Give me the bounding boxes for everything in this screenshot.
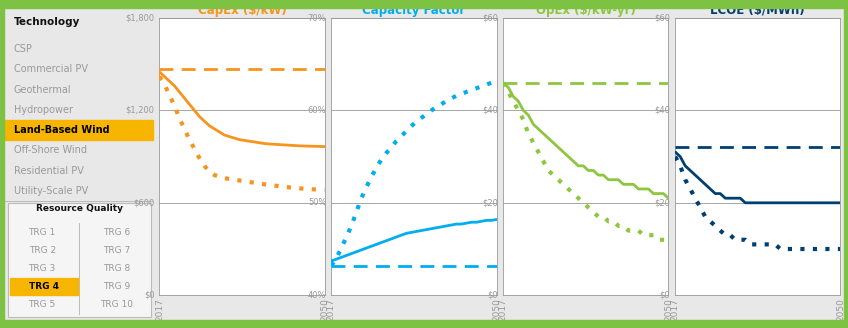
Text: 50%: 50%	[308, 198, 326, 207]
Text: Hydropower: Hydropower	[14, 105, 73, 115]
Text: $0: $0	[488, 291, 499, 300]
Text: $60: $60	[483, 13, 499, 23]
Text: 40%: 40%	[308, 291, 326, 300]
Text: Low: Low	[332, 186, 350, 195]
Text: TRG 6: TRG 6	[103, 228, 130, 236]
Text: CSP: CSP	[14, 44, 33, 54]
Text: Land-Based Wind: Land-Based Wind	[14, 125, 109, 135]
Text: $1,800: $1,800	[126, 13, 154, 23]
Title: Capacity Factor: Capacity Factor	[362, 4, 466, 17]
Text: 70%: 70%	[308, 13, 326, 23]
Text: TRG 1: TRG 1	[29, 228, 56, 236]
Text: $0: $0	[144, 291, 154, 300]
Text: TRG 8: TRG 8	[103, 264, 130, 273]
Text: $600: $600	[133, 198, 154, 207]
Text: TRG 7: TRG 7	[103, 246, 130, 255]
Text: Resource Quality: Resource Quality	[36, 204, 123, 213]
Text: $0: $0	[660, 291, 670, 300]
Text: Geothermal: Geothermal	[14, 85, 71, 94]
Text: TRG 10: TRG 10	[100, 300, 133, 309]
Text: TRG 4: TRG 4	[29, 282, 59, 291]
Title: LCOE ($/MWh): LCOE ($/MWh)	[711, 4, 805, 17]
Text: Mid: Mid	[332, 142, 349, 151]
Text: Constant: Constant	[332, 64, 373, 73]
Text: Utility-Scale PV: Utility-Scale PV	[14, 186, 88, 196]
Text: Commercial PV: Commercial PV	[14, 64, 88, 74]
Text: 60%: 60%	[308, 106, 326, 115]
Title: CapEx ($/kW): CapEx ($/kW)	[198, 4, 287, 17]
Text: Residential PV: Residential PV	[14, 166, 84, 176]
Bar	[8, 203, 151, 317]
Bar	[9, 278, 78, 295]
Title: OpEx ($/kW-yr): OpEx ($/kW-yr)	[536, 4, 636, 17]
Text: $1,200: $1,200	[126, 106, 154, 115]
Text: TRG 5: TRG 5	[29, 300, 56, 309]
Text: $60: $60	[655, 13, 670, 23]
Text: $40: $40	[483, 106, 499, 115]
Text: Technology: Technology	[14, 17, 81, 27]
Text: TRG 2: TRG 2	[29, 246, 56, 255]
Text: $20: $20	[655, 198, 670, 207]
Text: Off-Shore Wind: Off-Shore Wind	[14, 145, 87, 155]
Text: TRG 3: TRG 3	[29, 264, 56, 273]
Text: $40: $40	[655, 106, 670, 115]
Text: $20: $20	[483, 198, 499, 207]
Bar	[5, 120, 153, 140]
Text: TRG 9: TRG 9	[103, 282, 130, 291]
